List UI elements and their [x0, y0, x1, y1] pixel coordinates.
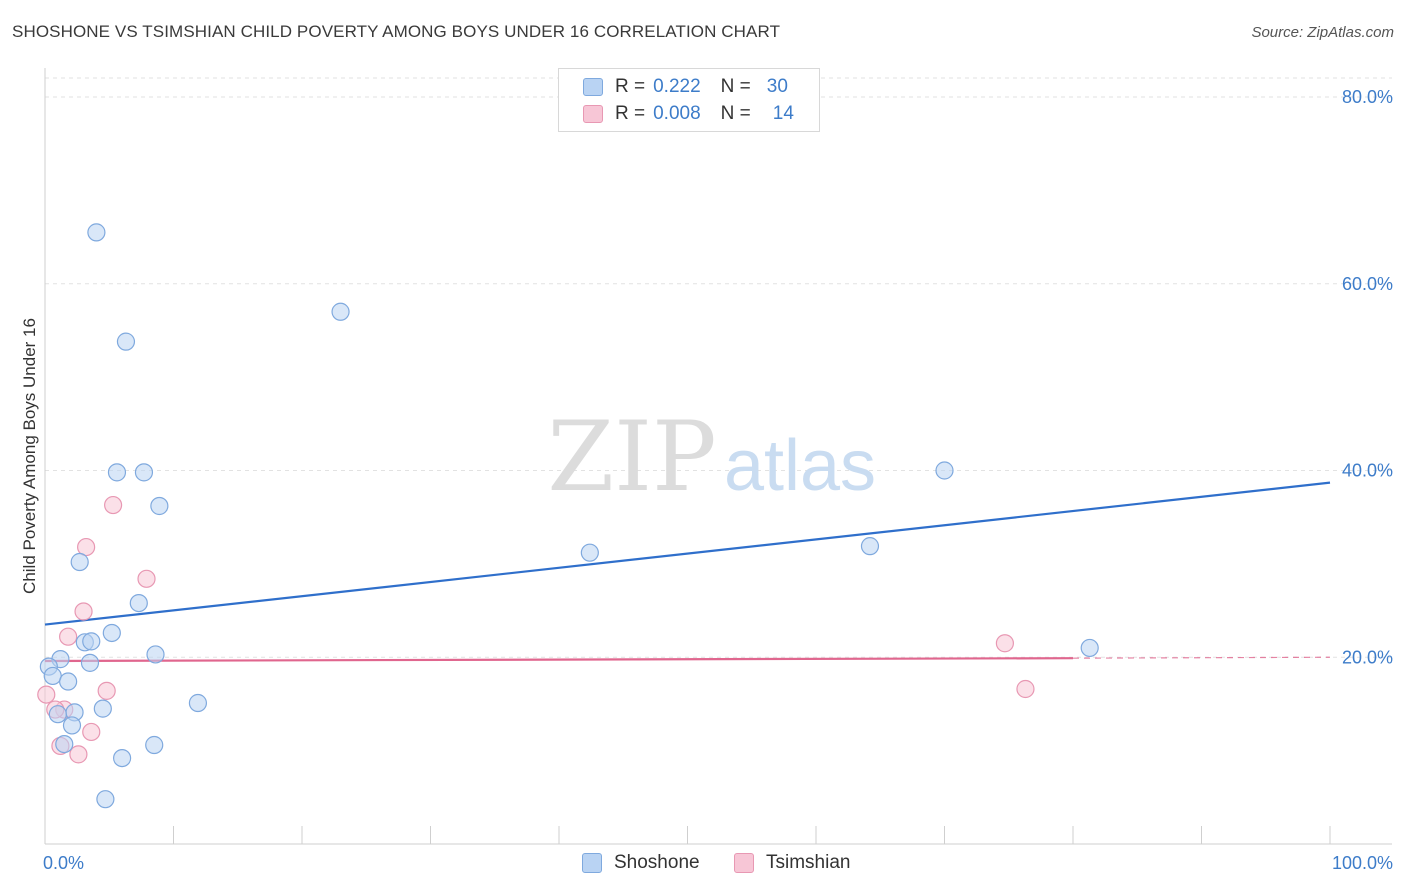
- data-point-shoshone: [145, 735, 164, 755]
- bottom-legend-label-tsimshian: Tsimshian: [766, 852, 851, 873]
- data-point-shoshone: [59, 672, 78, 691]
- data-point-shoshone: [96, 790, 115, 809]
- data-point-shoshone: [112, 748, 132, 768]
- data-point-shoshone: [102, 623, 121, 643]
- bottom-legend-swatch-shoshone: [582, 853, 602, 873]
- y-tick-label: 40.0%: [1342, 461, 1393, 481]
- y-tick-label: 60.0%: [1342, 274, 1393, 294]
- x-tick-label: 100.0%: [1332, 853, 1393, 873]
- legend-row-shoshone: R = 0.222 N = 30: [583, 75, 788, 99]
- data-point-shoshone: [62, 716, 82, 735]
- data-point-tsimshian: [995, 634, 1014, 653]
- data-point-tsimshian: [74, 602, 93, 621]
- data-point-tsimshian: [69, 745, 88, 764]
- bottom-legend-label-shoshone: Shoshone: [614, 852, 700, 873]
- data-point-shoshone: [48, 705, 67, 724]
- data-point-shoshone: [55, 734, 74, 754]
- bottom-legend: Shoshone Tsimshian: [0, 852, 1406, 876]
- legend-r-value-tsimshian: 0.008: [653, 103, 701, 124]
- data-point-shoshone: [70, 552, 89, 572]
- data-points: [37, 223, 1099, 809]
- data-point-shoshone: [87, 223, 106, 242]
- trend-line-tsimshian-extension: [1072, 656, 1331, 659]
- legend-r-label: R =: [615, 76, 646, 97]
- data-point-tsimshian: [1016, 679, 1035, 699]
- tick-labels: 20.0% 40.0% 60.0% 80.0% 0.0% 100.0%: [43, 87, 1393, 873]
- data-point-shoshone: [860, 537, 880, 556]
- data-point-shoshone: [1080, 638, 1099, 658]
- data-point-shoshone: [146, 645, 165, 664]
- legend-r-value-shoshone: 0.222: [653, 76, 701, 97]
- trend-line-tsimshian: [44, 657, 1074, 663]
- bottom-legend-tsimshian: Tsimshian: [734, 852, 850, 874]
- source-label: Source: ZipAtlas.com: [1251, 24, 1394, 41]
- trend-lines: [44, 481, 1331, 663]
- chart-title: SHOSHONE VS TSIMSHIAN CHILD POVERTY AMON…: [12, 22, 781, 41]
- legend-n-label: N =: [720, 76, 751, 97]
- data-point-shoshone: [82, 632, 101, 651]
- legend-r-label: R =: [615, 103, 646, 124]
- watermark-zip: ZIP: [547, 401, 716, 513]
- legend-n-label: N =: [720, 103, 751, 124]
- data-point-shoshone: [935, 461, 954, 480]
- legend-n-value-tsimshian: 14: [772, 103, 794, 124]
- data-point-shoshone: [580, 543, 599, 562]
- data-point-shoshone: [129, 593, 148, 613]
- axes: [44, 68, 1392, 845]
- data-point-tsimshian: [59, 627, 78, 646]
- data-point-shoshone: [80, 653, 100, 672]
- data-point-shoshone: [93, 699, 112, 718]
- x-tick-label: 0.0%: [43, 853, 84, 873]
- data-point-tsimshian: [137, 569, 156, 588]
- data-point-tsimshian: [104, 495, 123, 515]
- watermark: ZIP atlas: [547, 401, 876, 513]
- data-point-shoshone: [150, 496, 169, 516]
- legend-n-value-shoshone: 30: [766, 76, 788, 97]
- y-tick-label: 20.0%: [1342, 647, 1393, 667]
- data-point-tsimshian: [37, 685, 56, 704]
- data-point-shoshone: [188, 693, 208, 713]
- legend-swatch-tsimshian: [583, 105, 603, 123]
- grid-lines: [45, 77, 1392, 658]
- y-tick-label: 80.0%: [1342, 87, 1393, 107]
- bottom-legend-swatch-tsimshian: [734, 853, 754, 873]
- legend-row-tsimshian: R = 0.008 N = 14: [583, 102, 794, 126]
- bottom-legend-shoshone: Shoshone: [582, 852, 700, 874]
- data-point-shoshone: [331, 302, 350, 321]
- data-point-tsimshian: [82, 722, 101, 742]
- data-point-shoshone: [134, 463, 154, 482]
- data-point-shoshone: [43, 666, 62, 686]
- trend-line-shoshone: [44, 481, 1331, 626]
- data-point-tsimshian: [97, 681, 116, 700]
- data-point-shoshone: [107, 463, 127, 482]
- legend-swatch-shoshone: [583, 78, 603, 96]
- legend: R = 0.222 N = 30 R = 0.008 N = 14: [558, 68, 820, 132]
- watermark-atlas: atlas: [724, 426, 876, 506]
- data-point-shoshone: [116, 332, 136, 351]
